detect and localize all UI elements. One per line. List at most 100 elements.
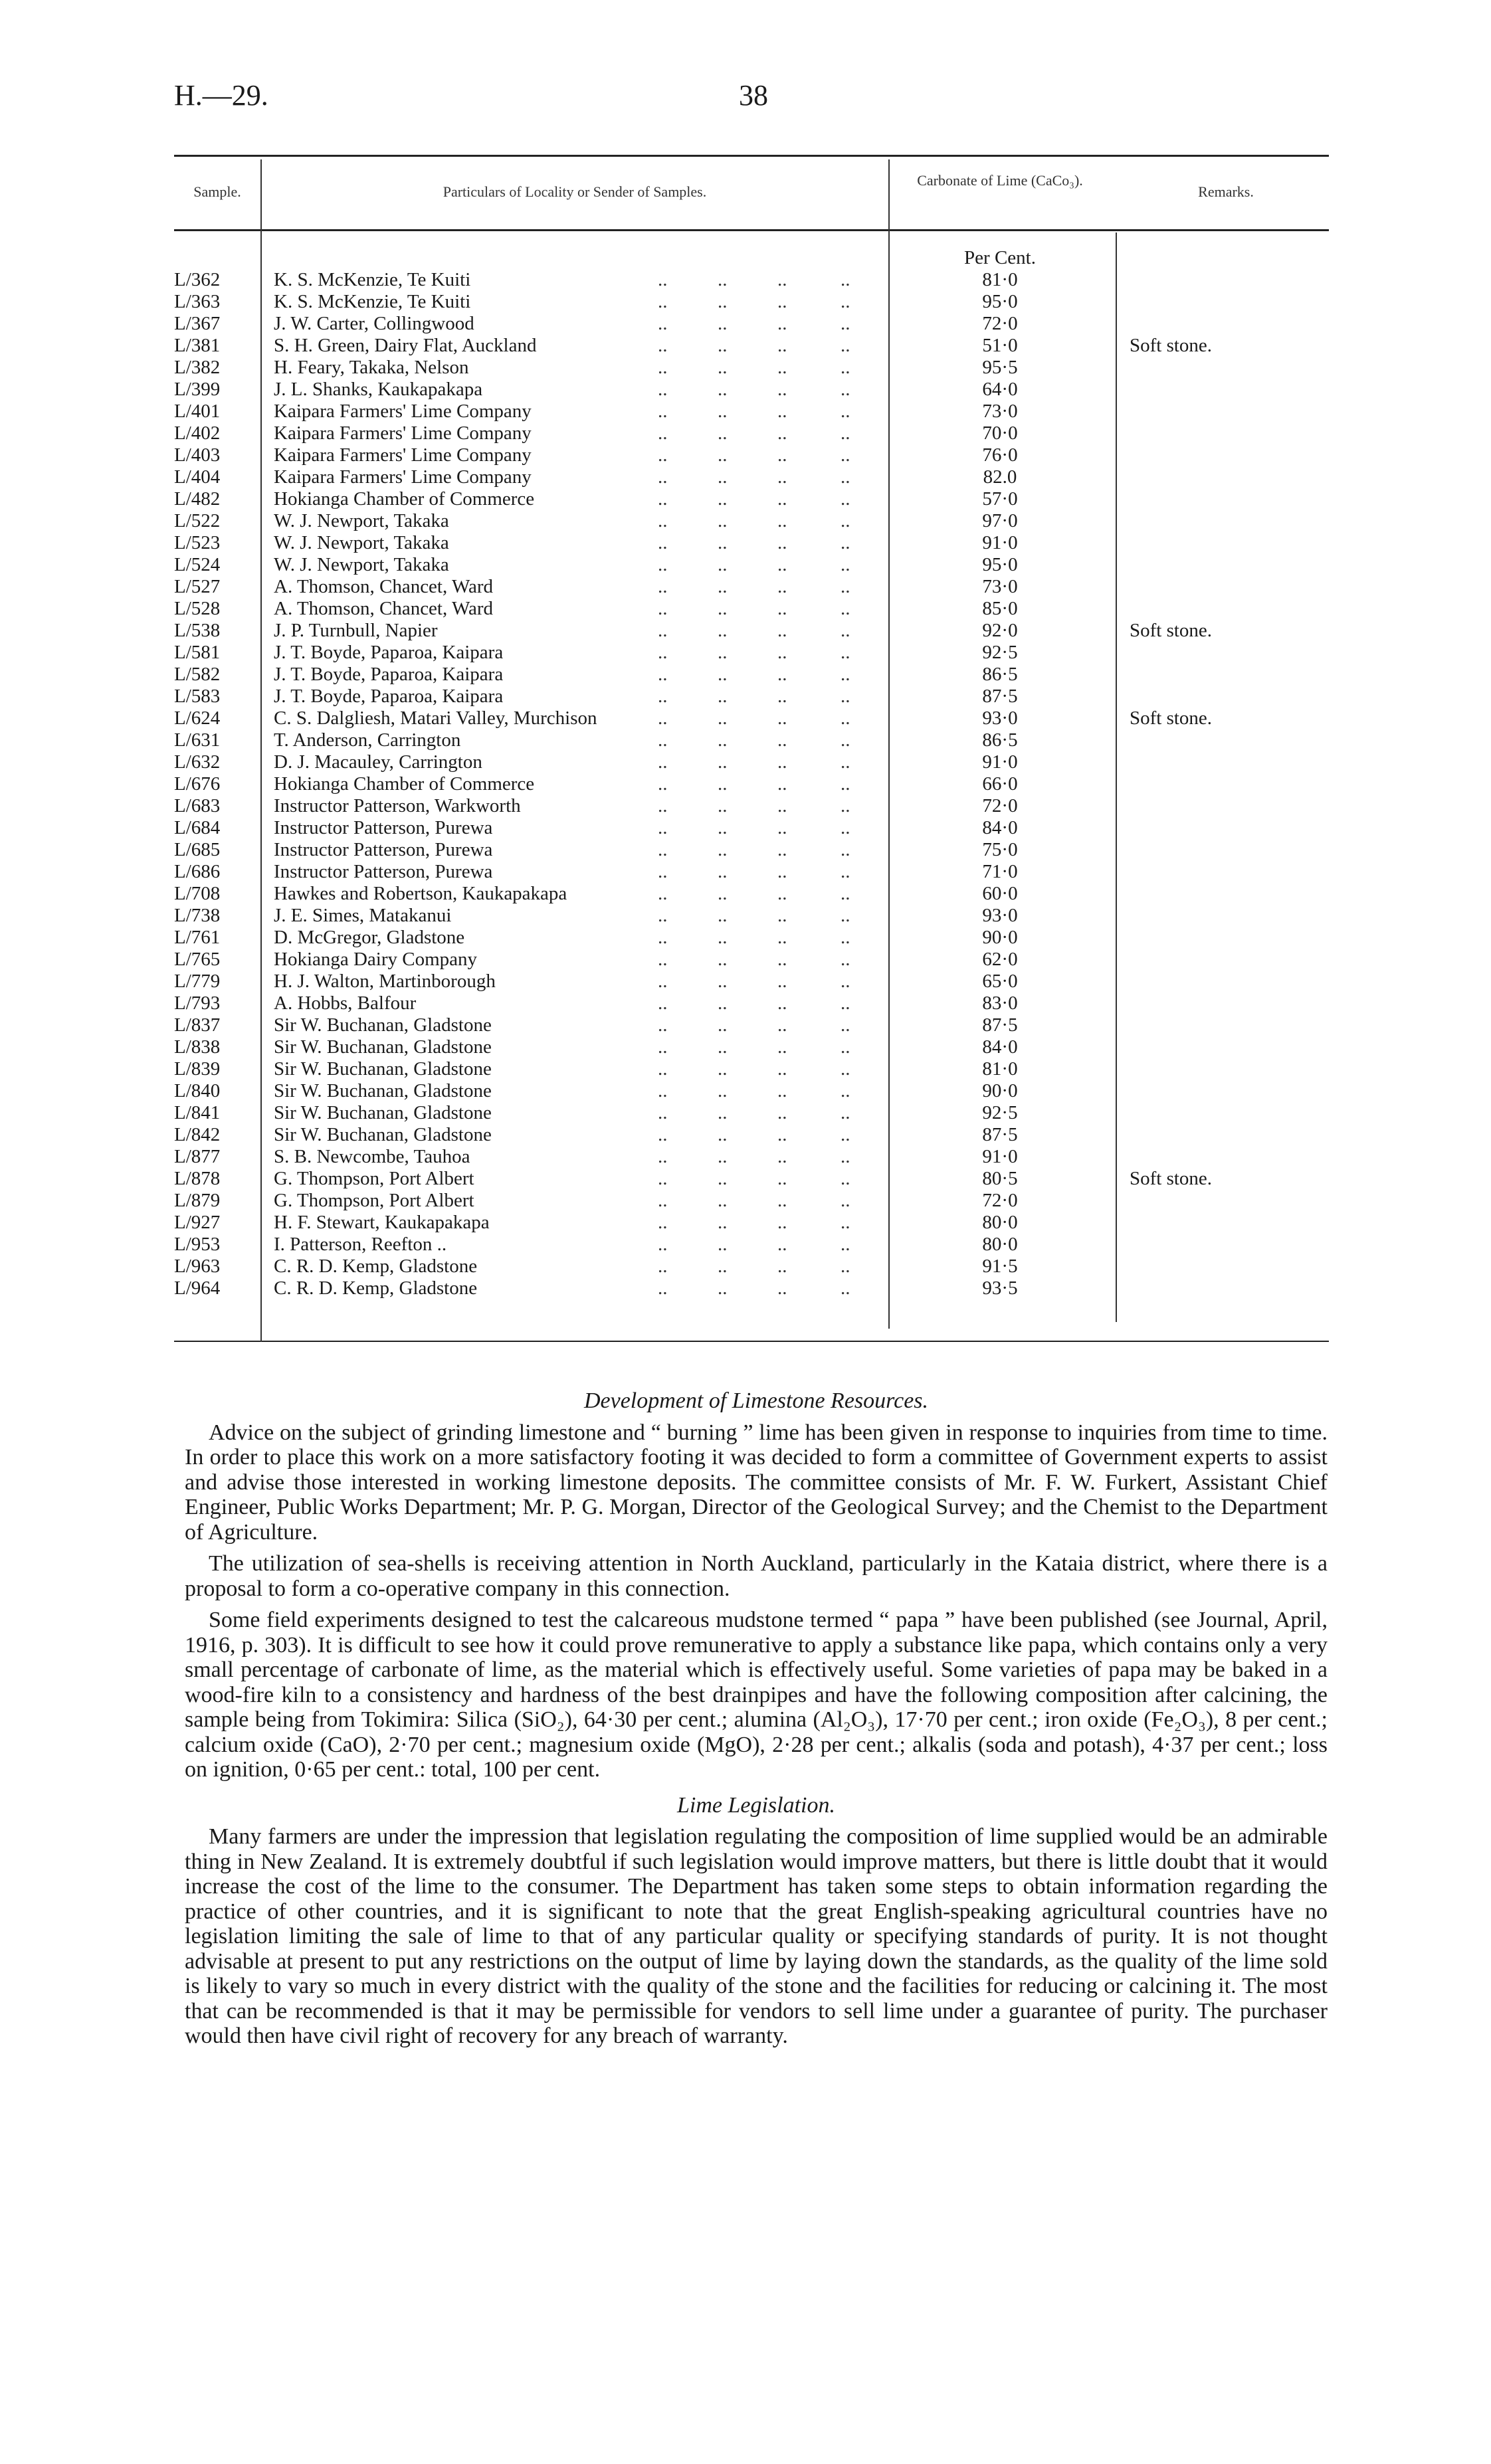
- carbonate-value-cell: 90·0: [982, 927, 1018, 948]
- particulars-cell: C. R. D. Kemp, Gladstone: [274, 1256, 478, 1277]
- leader-dots: ..: [841, 1014, 850, 1036]
- leader-dots: ..: [777, 1190, 787, 1211]
- leader-dots: ..: [658, 1080, 668, 1101]
- sample-cell: L/738: [174, 905, 221, 926]
- leader-dots: ..: [658, 708, 668, 729]
- particulars-cell: C. R. D. Kemp, Gladstone: [274, 1278, 478, 1299]
- carbonate-value-cell: 90·0: [982, 1080, 1018, 1101]
- leader-dots: ..: [658, 488, 668, 510]
- leader-dots: ..: [718, 971, 728, 992]
- leader-dots: ..: [658, 401, 668, 422]
- leader-dots: ..: [658, 1234, 668, 1255]
- leader-dots: ..: [658, 1168, 668, 1189]
- leader-dots: ..: [841, 444, 850, 466]
- sample-cell: L/837: [174, 1014, 221, 1036]
- carbonate-value-cell: 95·5: [982, 357, 1018, 378]
- table-row: L/879 G. Thompson, Port Albert 72·0.......…: [0, 1190, 1491, 1212]
- carbonate-value-cell: 70·0: [982, 423, 1018, 444]
- particulars-cell: Kaipara Farmers' Lime Company: [274, 466, 532, 488]
- leader-dots: ..: [658, 773, 668, 795]
- leader-dots: ..: [718, 620, 728, 641]
- column-divider: [260, 159, 262, 1342]
- particulars-cell: Hokianga Dairy Company: [274, 949, 478, 970]
- sample-cell: L/685: [174, 839, 221, 860]
- particulars-cell: C. S. Dalgliesh, Matari Valley, Murchiso…: [274, 708, 597, 729]
- particulars-cell: Sir W. Buchanan, Gladstone: [274, 1058, 492, 1080]
- particulars-cell: Instructor Patterson, Purewa: [274, 817, 493, 838]
- leader-dots: ..: [718, 839, 728, 860]
- carbonate-value-cell: 81·0: [982, 269, 1018, 290]
- table-row: L/676 Hokianga Chamber of Commerce 66·0...…: [0, 773, 1491, 795]
- carbonate-value-cell: 57·0: [982, 488, 1018, 510]
- carbonate-value-cell: 81·0: [982, 1058, 1018, 1080]
- sample-cell: L/403: [174, 444, 221, 466]
- leader-dots: ..: [841, 708, 850, 729]
- leader-dots: ..: [658, 1146, 668, 1167]
- leader-dots: ..: [658, 927, 668, 948]
- table-row: L/964 C. R. D. Kemp, Gladstone 93·5.......…: [0, 1278, 1491, 1299]
- carbonate-value-cell: 62·0: [982, 949, 1018, 970]
- carbonate-value-cell: 91·5: [982, 1256, 1018, 1277]
- leader-dots: ..: [841, 620, 850, 641]
- leader-dots: ..: [658, 291, 668, 312]
- leader-dots: ..: [841, 1256, 850, 1277]
- leader-dots: ..: [658, 532, 668, 553]
- leader-dots: ..: [658, 620, 668, 641]
- leader-dots: ..: [658, 817, 668, 838]
- leader-dots: ..: [841, 1102, 850, 1123]
- table-row: L/381 S. H. Green, Dairy Flat, Auckland 51…: [0, 335, 1491, 357]
- column-divider: [1116, 233, 1117, 1322]
- paragraph: The utilization of sea-shells is receivi…: [185, 1551, 1328, 1601]
- leader-dots: ..: [841, 927, 850, 948]
- leader-dots: ..: [841, 291, 850, 312]
- sample-cell: L/538: [174, 620, 221, 641]
- sample-cell: L/963: [174, 1256, 221, 1277]
- sample-cell: L/879: [174, 1190, 221, 1211]
- leader-dots: ..: [777, 729, 787, 751]
- particulars-cell: A. Thomson, Chancet, Ward: [274, 576, 494, 597]
- leader-dots: ..: [777, 576, 787, 597]
- sample-cell: L/367: [174, 313, 221, 334]
- table-row: L/527 A. Thomson, Chancet, Ward 73·0......…: [0, 576, 1491, 598]
- particulars-cell: Sir W. Buchanan, Gladstone: [274, 1036, 492, 1058]
- particulars-cell: J. W. Carter, Collingwood: [274, 313, 474, 334]
- table-row: L/399 J. L. Shanks, Kaukapakapa 64·0......…: [0, 379, 1491, 401]
- table-row: L/837 Sir W. Buchanan, Gladstone 87·5.....…: [0, 1014, 1491, 1036]
- sample-cell: L/841: [174, 1102, 221, 1123]
- leader-dots: ..: [841, 313, 850, 334]
- leader-dots: ..: [777, 971, 787, 992]
- leader-dots: ..: [841, 883, 850, 904]
- header-sample: Sample.: [193, 183, 241, 200]
- sample-cell: L/362: [174, 269, 221, 290]
- particulars-cell: H. Feary, Takaka, Nelson: [274, 357, 469, 378]
- leader-dots: ..: [718, 598, 728, 619]
- leader-dots: ..: [841, 1168, 850, 1189]
- table-header-rule: [174, 229, 1329, 231]
- leader-dots: ..: [718, 1168, 728, 1189]
- table-row: L/793 A. Hobbs, Balfour 83·0........: [0, 993, 1491, 1014]
- remarks-cell: Soft stone.: [1130, 620, 1213, 641]
- leader-dots: ..: [718, 664, 728, 685]
- leader-dots: ..: [718, 773, 728, 795]
- leader-dots: ..: [841, 1036, 850, 1058]
- table-row: L/401 Kaipara Farmers' Lime Company 73·0..…: [0, 401, 1491, 423]
- leader-dots: ..: [658, 993, 668, 1014]
- table-row: L/878 G. Thompson, Port Albert 80·5 Soft st…: [0, 1168, 1491, 1190]
- carbonate-value-cell: 95·0: [982, 554, 1018, 575]
- table-row: L/761 D. McGregor, Gladstone 90·0........: [0, 927, 1491, 949]
- particulars-cell: Sir W. Buchanan, Gladstone: [274, 1080, 492, 1101]
- sample-cell: L/583: [174, 686, 221, 707]
- paragraph: Some field experiments designed to test …: [185, 1608, 1328, 1782]
- section-heading: Lime Legislation.: [676, 1792, 836, 1818]
- table-row: L/927 H. F. Stewart, Kaukapakapa 80·0.....…: [0, 1212, 1491, 1234]
- leader-dots: ..: [777, 598, 787, 619]
- carbonate-value-cell: 73·0: [982, 401, 1018, 422]
- table-row: L/538 J. P. Turnbull, Napier 92·0 Soft ston…: [0, 620, 1491, 642]
- leader-dots: ..: [718, 1014, 728, 1036]
- unit-label: Per Cent.: [964, 247, 1036, 268]
- carbonate-value-cell: 72·0: [982, 795, 1018, 816]
- leader-dots: ..: [841, 729, 850, 751]
- leader-dots: ..: [777, 1278, 787, 1299]
- leader-dots: ..: [718, 423, 728, 444]
- sample-cell: L/522: [174, 510, 221, 531]
